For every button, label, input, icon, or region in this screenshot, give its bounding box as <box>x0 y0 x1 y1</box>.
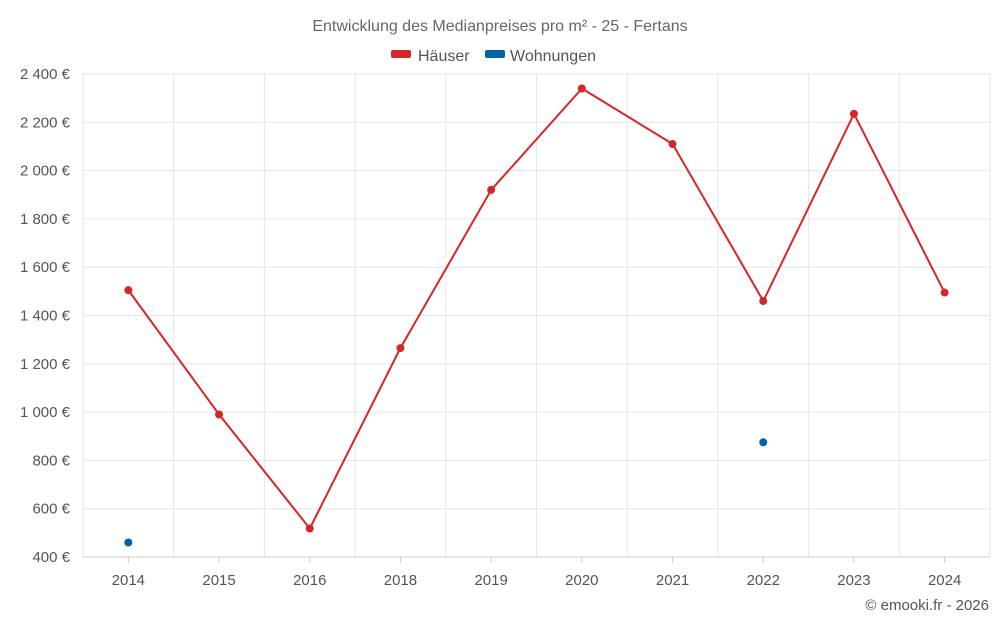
series-line-haeuser <box>127 87 946 530</box>
x-tick-label: 2019 <box>474 572 507 589</box>
y-tick-label: 1 800 € <box>20 211 71 228</box>
data-point-haeuser <box>940 288 949 297</box>
data-point-haeuser <box>577 84 586 93</box>
y-tick-label: 2 200 € <box>20 114 71 131</box>
data-point-haeuser <box>124 286 133 295</box>
grid <box>82 73 991 558</box>
y-tick-label: 400 € <box>32 549 70 566</box>
data-point-haeuser <box>668 140 677 149</box>
legend-item-haeuser[interactable]: Häuser <box>391 48 470 65</box>
plot-area <box>124 84 949 547</box>
data-point-haeuser <box>396 344 405 353</box>
y-tick-label: 800 € <box>32 452 70 469</box>
legend-label-wohnungen: Wohnungen <box>510 48 596 65</box>
axes: 400 € 600 € 800 € 1 000 € 1 200 € 1 400 € 1 60… <box>20 66 990 589</box>
y-tick-label: 2 000 € <box>20 163 71 180</box>
x-tick-label: 2016 <box>293 572 326 589</box>
credit: © emooki.fr - 2026 <box>865 597 989 614</box>
chart-title: Entwicklung des Medianpreises pro m² - 2… <box>312 18 687 35</box>
legend: Häuser Wohnungen <box>391 48 596 65</box>
data-point-haeuser <box>215 410 224 419</box>
x-tick-label: 2015 <box>202 572 235 589</box>
data-point-haeuser <box>305 524 314 533</box>
y-tick-label: 1 400 € <box>20 308 71 325</box>
data-point-wohnungen <box>124 538 133 547</box>
data-point-haeuser <box>487 185 496 194</box>
x-tick-label: 2018 <box>384 572 417 589</box>
legend-item-wohnungen[interactable]: Wohnungen <box>485 48 596 65</box>
legend-label-haeuser: Häuser <box>418 48 470 65</box>
x-tick-label: 2024 <box>928 572 961 589</box>
y-tick-label: 600 € <box>32 501 70 518</box>
y-tick-label: 1 600 € <box>20 259 71 276</box>
x-tick-label: 2020 <box>565 572 598 589</box>
legend-swatch-wohnungen <box>485 50 505 58</box>
x-tick-label: 2021 <box>656 572 689 589</box>
data-point-haeuser <box>759 297 768 306</box>
x-tick-label: 2022 <box>747 572 780 589</box>
legend-swatch-haeuser <box>391 50 411 58</box>
data-point-haeuser <box>849 109 858 118</box>
y-tick-label: 1 200 € <box>20 356 71 373</box>
data-point-wohnungen <box>759 438 768 447</box>
x-tick-label: 2014 <box>112 572 145 589</box>
x-tick-label: 2023 <box>837 572 870 589</box>
y-tick-label: 1 000 € <box>20 404 71 421</box>
y-tick-label: 2 400 € <box>20 66 71 83</box>
